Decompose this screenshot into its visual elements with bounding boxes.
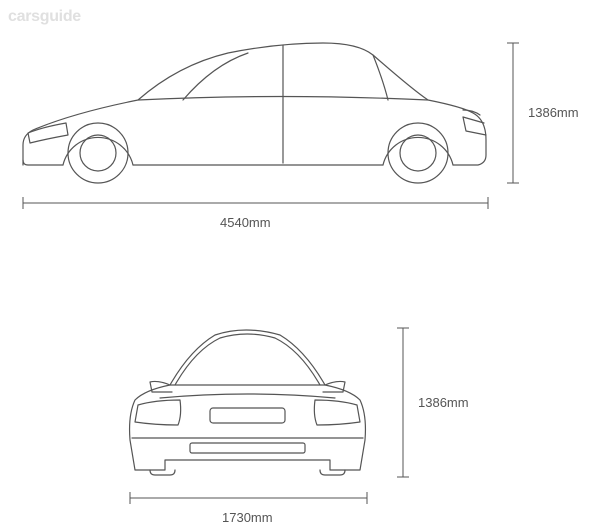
car-side-view xyxy=(18,35,498,185)
side-height-dimension-line xyxy=(505,40,525,190)
side-height-label: 1386mm xyxy=(528,105,579,120)
watermark-text: carsguide xyxy=(8,8,81,26)
front-height-dimension-line xyxy=(395,325,415,483)
width-label: 1730mm xyxy=(222,510,273,525)
front-height-label: 1386mm xyxy=(418,395,469,410)
diagram-canvas: carsguide 4540mm xyxy=(0,0,592,532)
car-front-view xyxy=(120,320,380,480)
width-dimension-line xyxy=(120,490,380,510)
length-dimension-line xyxy=(18,195,498,215)
length-label: 4540mm xyxy=(220,215,271,230)
